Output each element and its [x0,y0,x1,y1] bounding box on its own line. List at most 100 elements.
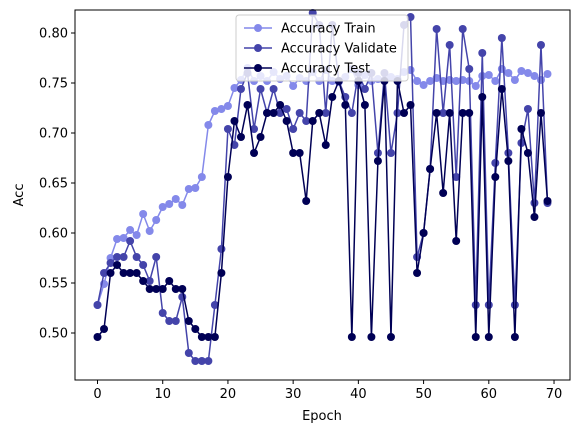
x-tick-label: 50 [415,387,432,402]
data-point [341,101,350,109]
data-point [465,65,474,73]
data-point [126,226,135,234]
data-point [465,109,474,117]
data-point [178,285,187,293]
legend-label: Accuracy Test [281,62,370,77]
data-point [236,133,245,141]
data-point [165,317,174,325]
data-point [373,157,382,165]
data-point [360,101,369,109]
data-point [471,82,480,90]
data-point [543,197,552,205]
data-point [413,77,422,85]
data-point [504,69,513,77]
data-point [269,85,278,93]
data-point [289,82,298,90]
data-point [152,285,161,293]
data-point [171,195,180,203]
data-point [210,107,219,115]
data-point [158,285,167,293]
data-point [230,117,239,125]
data-point [184,317,193,325]
data-point [393,109,402,117]
data-point [158,203,167,211]
data-point [504,157,513,165]
data-point [471,333,480,341]
y-axis-label: Acc [12,184,27,207]
data-point [302,117,311,125]
data-point [217,105,226,113]
data-point [100,269,109,277]
data-point [119,234,128,242]
data-point [302,197,311,205]
data-point [491,173,500,181]
data-point [419,229,428,237]
data-point [328,93,337,101]
data-point [491,77,500,85]
data-point [276,101,285,109]
data-point [347,109,356,117]
x-tick-label: 0 [93,387,101,402]
data-point [445,41,454,49]
data-point [197,173,206,181]
data-point [158,309,167,317]
data-point [406,101,415,109]
x-tick-label: 20 [220,387,237,402]
data-point [132,269,141,277]
data-point [145,285,154,293]
data-point [256,133,265,141]
data-point [289,125,298,133]
data-point [139,261,148,269]
legend: Accuracy Train Accuracy Validate Accuracy … [235,14,409,82]
data-point [184,349,193,357]
data-point [282,117,291,125]
data-point [484,71,493,79]
data-point [530,213,539,221]
data-point [523,69,532,77]
data-point [432,109,441,117]
data-point [126,237,135,245]
plot-frame [74,9,571,381]
data-point [113,253,122,261]
legend-marker [254,44,262,52]
series-line [96,80,549,338]
data-point [360,85,369,93]
data-point [510,301,519,309]
data-point [223,102,232,110]
data-point [106,259,115,267]
data-point [197,357,206,365]
data-point [315,109,324,117]
data-point [106,269,115,277]
data-point [236,85,245,93]
data-point [406,13,415,21]
data-point [517,125,526,133]
data-point [497,34,506,42]
y-tick-label: 0.65 [39,177,68,192]
data-point [308,117,317,125]
x-tick-label: 30 [285,387,302,402]
data-point [165,200,174,208]
data-point [419,81,428,89]
legend-box [235,14,409,82]
data-point [386,333,395,341]
data-point [426,77,435,85]
y-tick-label: 0.60 [39,227,68,242]
data-point [282,105,291,113]
legend-marker [254,24,262,32]
data-point [210,301,219,309]
data-point [93,333,102,341]
data-point [113,235,122,243]
data-point [289,149,298,157]
data-point [530,72,539,80]
data-point [223,173,232,181]
data-point [295,109,304,117]
data-point [510,76,519,84]
data-point [243,101,252,109]
data-point [452,173,461,181]
data-point [452,237,461,245]
x-tick-label: 40 [350,387,367,402]
data-point [230,84,239,92]
data-point [217,269,226,277]
y-tick-label: 0.55 [39,277,68,292]
legend-label: Accuracy Validate [281,42,397,57]
